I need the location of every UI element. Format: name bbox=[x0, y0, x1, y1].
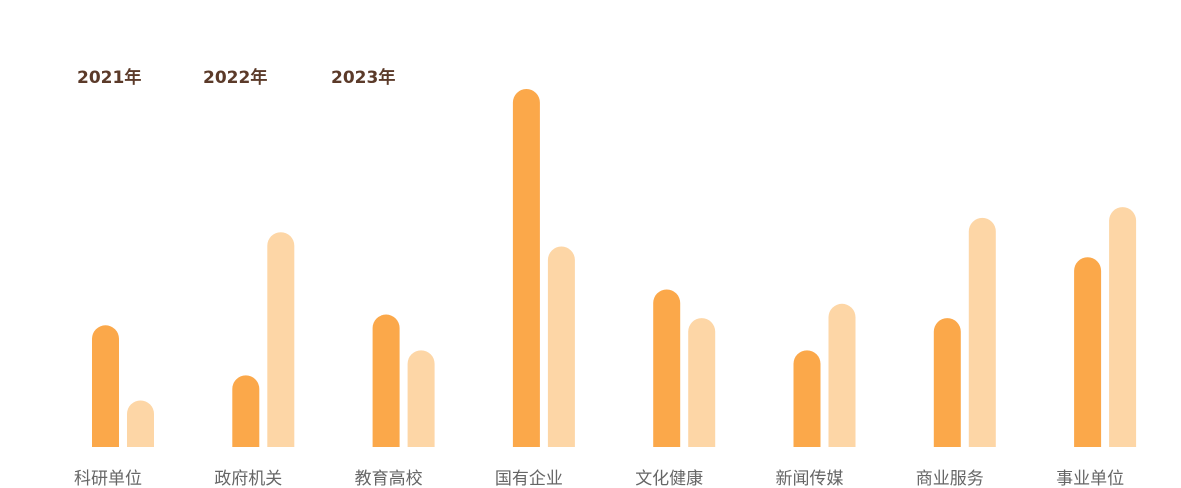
x-tick-label: 科研单位 bbox=[74, 469, 142, 488]
x-tick-label: 新闻传媒 bbox=[776, 469, 844, 488]
bar bbox=[232, 375, 260, 447]
bar bbox=[512, 89, 540, 447]
bar bbox=[1109, 207, 1137, 447]
bar bbox=[407, 350, 435, 447]
bar bbox=[933, 318, 961, 447]
x-tick-label: 政府机关 bbox=[214, 469, 282, 488]
bar bbox=[828, 303, 856, 447]
bar bbox=[793, 350, 821, 447]
x-tick-label: 教育高校 bbox=[355, 469, 423, 488]
bar bbox=[547, 246, 575, 447]
bar bbox=[688, 318, 716, 447]
x-tick-label: 文化健康 bbox=[635, 469, 703, 488]
bar bbox=[267, 232, 295, 447]
year-tab[interactable]: 2023年 bbox=[331, 67, 395, 88]
year-tab[interactable]: 2022年 bbox=[203, 67, 267, 88]
bar bbox=[1074, 257, 1102, 447]
year-tab[interactable]: 2021年 bbox=[77, 67, 141, 88]
x-tick-label: 商业服务 bbox=[916, 469, 984, 488]
x-tick-label: 事业单位 bbox=[1056, 469, 1124, 488]
bar bbox=[653, 289, 681, 447]
bar bbox=[92, 325, 119, 447]
bar bbox=[968, 217, 996, 447]
bar bbox=[127, 400, 154, 447]
bar bbox=[372, 314, 400, 447]
x-tick-label: 国有企业 bbox=[495, 469, 563, 488]
